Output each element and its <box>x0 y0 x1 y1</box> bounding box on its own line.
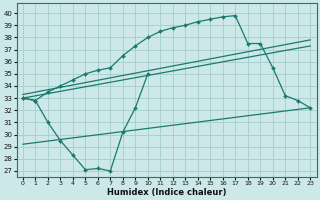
X-axis label: Humidex (Indice chaleur): Humidex (Indice chaleur) <box>107 188 226 197</box>
